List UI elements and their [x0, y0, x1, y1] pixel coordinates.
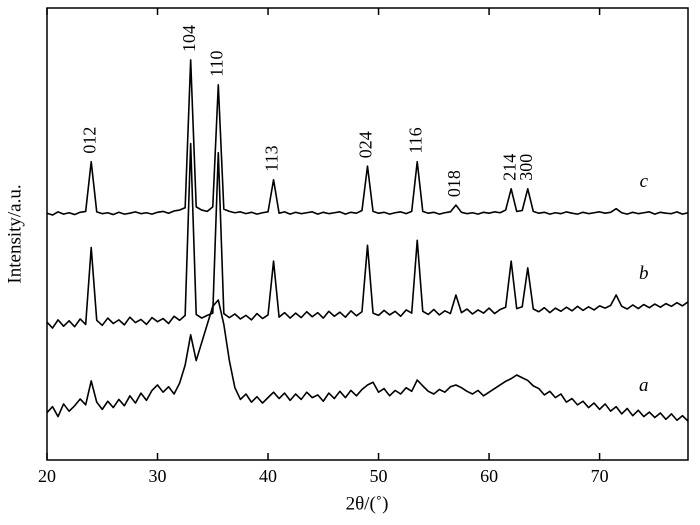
peak-label: 113	[262, 145, 282, 171]
x-tick-label: 40	[259, 466, 277, 486]
peak-label: 018	[444, 170, 464, 197]
series-label: c	[640, 171, 649, 192]
peak-label: 300	[516, 154, 536, 181]
peak-label: 104	[179, 25, 199, 52]
series-line	[46, 59, 689, 216]
peak-label: 024	[356, 131, 376, 158]
peak-label: 214	[499, 154, 519, 181]
x-tick-label: 60	[480, 466, 498, 486]
plot-frame	[46, 7, 689, 461]
series-label: a	[639, 375, 649, 396]
x-axis-label: 2θ/(˚)	[346, 493, 389, 514]
peak-label: 116	[405, 127, 425, 153]
x-tick-label: 50	[370, 466, 388, 486]
y-axis-label: Intensity/a.u.	[4, 184, 25, 283]
peak-label: 110	[206, 50, 226, 76]
series-line	[46, 299, 689, 422]
peak-label: 012	[79, 127, 99, 154]
x-tick-label: 30	[149, 466, 167, 486]
series-label: b	[639, 263, 649, 284]
series-line	[46, 142, 689, 329]
x-tick-label: 20	[38, 466, 56, 486]
x-tick-label: 70	[591, 466, 609, 486]
